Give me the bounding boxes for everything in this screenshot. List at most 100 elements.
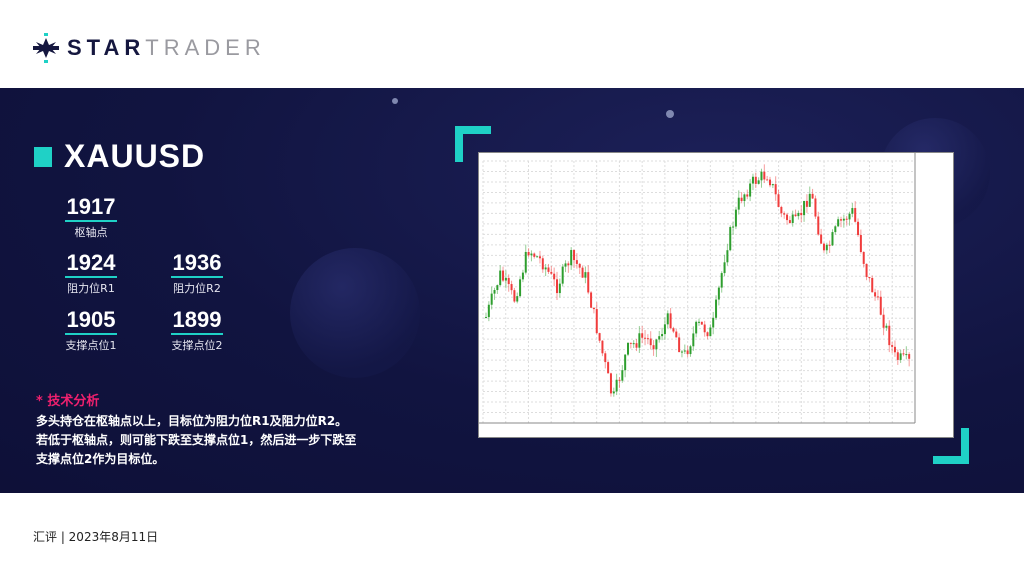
- candle-body: [820, 234, 823, 244]
- candle-body: [834, 226, 837, 233]
- candle-body: [859, 235, 862, 252]
- candle-body: [490, 293, 493, 305]
- corner-bracket-top-left: [455, 126, 491, 162]
- candle-body: [485, 317, 487, 319]
- candle-body: [669, 313, 672, 329]
- candle-body: [595, 309, 598, 334]
- pivot-level: 1917 枢轴点: [56, 195, 126, 240]
- candle-body: [774, 184, 777, 195]
- candle-body: [666, 313, 669, 325]
- candle-body: [771, 184, 774, 186]
- candle-body: [536, 256, 539, 258]
- candle-body: [871, 277, 874, 293]
- candle-body: [842, 218, 845, 221]
- symbol-header: XAUUSD: [34, 138, 205, 175]
- logo: STARTRADER: [33, 33, 266, 63]
- level-label: 阻力位R2: [173, 282, 221, 295]
- candle-body: [777, 194, 780, 207]
- candle-body: [556, 279, 558, 294]
- candle-body: [496, 285, 499, 291]
- candle-body: [641, 333, 644, 338]
- candle-body: [734, 209, 737, 227]
- candle-body: [533, 253, 536, 257]
- candle-body: [550, 271, 553, 274]
- candle-body: [743, 194, 746, 202]
- candle-body: [800, 212, 803, 216]
- candle-body: [564, 263, 567, 267]
- technical-analysis: * 技术分析 多头持仓在枢轴点以上，目标位为阻力位R1及阻力位R2。 若低于枢轴…: [36, 390, 356, 469]
- candle-body: [862, 251, 865, 264]
- candle-body: [601, 340, 604, 354]
- candle-body: [726, 250, 729, 263]
- r1-level: 1924 阻力位R1: [56, 251, 126, 296]
- candle-body: [646, 338, 649, 340]
- candle-body: [604, 353, 607, 363]
- candle-body: [621, 370, 624, 381]
- candle-body: [788, 220, 791, 223]
- candle-body: [547, 267, 550, 272]
- candle-body: [876, 296, 879, 298]
- level-label: 阻力位R1: [67, 282, 115, 295]
- logo-text-bold: STAR: [67, 35, 146, 60]
- candle-body: [521, 272, 524, 280]
- square-icon: [34, 146, 52, 167]
- candle-body: [553, 273, 556, 280]
- candle-body: [848, 213, 851, 220]
- candle-body: [874, 292, 877, 297]
- candle-body: [902, 353, 905, 355]
- candle-body: [885, 325, 888, 328]
- candle-body: [808, 193, 811, 207]
- candle-body: [700, 321, 703, 325]
- candle-body: [587, 272, 590, 293]
- candle-body: [519, 279, 522, 297]
- candle-body: [558, 283, 561, 294]
- candle-body: [715, 299, 718, 318]
- candlestick-chart: [479, 153, 916, 424]
- candle-body: [658, 336, 661, 340]
- candle-body: [786, 214, 789, 221]
- candle-body: [780, 206, 783, 214]
- footer-date: 汇评 | 2023年8月11日: [33, 530, 159, 544]
- candle-body: [854, 208, 857, 222]
- candle-body: [544, 267, 547, 270]
- candle-body: [516, 296, 519, 302]
- star-logo-icon: [33, 33, 59, 63]
- candle-body: [513, 290, 516, 302]
- candle-body: [652, 345, 655, 350]
- candle-body: [831, 232, 834, 246]
- candle-body: [879, 296, 882, 315]
- candle-body: [655, 339, 658, 350]
- candle-body: [683, 350, 686, 352]
- candle-body: [783, 213, 786, 215]
- r2-level: 1936 阻力位R2: [162, 251, 232, 296]
- candle-body: [570, 250, 573, 266]
- candle-body: [851, 208, 854, 214]
- level-value: 1905: [64, 308, 118, 335]
- candle-body: [541, 258, 544, 270]
- candle-body: [814, 198, 817, 217]
- analysis-line: 多头持仓在枢轴点以上，目标位为阻力位R1及阻力位R2。: [36, 414, 348, 428]
- candle-body: [717, 287, 720, 300]
- candle-body: [769, 179, 771, 186]
- candle-body: [828, 244, 831, 246]
- candle-body: [598, 333, 601, 341]
- candle-body: [624, 354, 627, 371]
- level-value: 1936: [170, 251, 224, 278]
- candle-body: [695, 321, 698, 334]
- s1-level: 1905 支撑点位1: [56, 308, 126, 353]
- candle-body: [706, 332, 709, 337]
- s2-level: 1899 支撑点位2: [162, 308, 232, 353]
- candle-body: [607, 362, 610, 374]
- candle-body: [538, 256, 541, 259]
- candle-body: [754, 176, 757, 184]
- candle-body: [618, 379, 621, 381]
- candle-body: [794, 214, 797, 217]
- candle-body: [905, 354, 908, 356]
- level-value: 1924: [64, 251, 118, 278]
- candle-body: [737, 197, 740, 210]
- candle-body: [675, 331, 678, 338]
- candle-body: [592, 307, 595, 310]
- analysis-line: 若低于枢轴点，则可能下跌至支撑点位1，然后进一步下跌至: [36, 433, 357, 447]
- corner-bracket-bottom-right: [933, 428, 969, 464]
- candle-body: [740, 197, 743, 202]
